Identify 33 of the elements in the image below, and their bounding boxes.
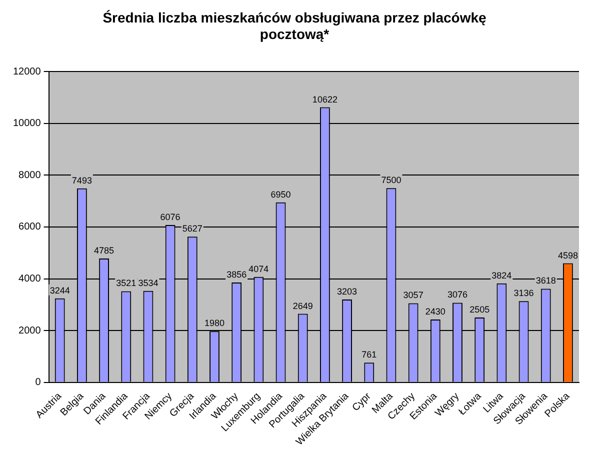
y-tick-label: 8000 — [18, 170, 42, 181]
data-label: 3521 — [116, 278, 136, 288]
data-label: 4785 — [94, 245, 114, 256]
data-label: 3203 — [337, 286, 358, 296]
y-tick-label: 4000 — [18, 274, 42, 285]
y-tick-label: 6000 — [18, 222, 42, 233]
y-tick-label: 10000 — [12, 118, 42, 130]
data-label: 2505 — [470, 304, 490, 314]
data-label: 6076 — [160, 212, 180, 222]
text: Średnia liczba mieszkańców obsługiwana przez placówkę — [102, 9, 486, 26]
data-label: 2649 — [292, 300, 313, 311]
data-label: 3057 — [403, 290, 424, 300]
data-label: 3618 — [536, 276, 556, 286]
data-label: 2430 — [425, 306, 446, 316]
text: pocztową* — [260, 26, 330, 42]
y-tick-label: 2000 — [18, 325, 42, 336]
data-label: 761 — [362, 350, 377, 360]
data-label: 3856 — [226, 270, 247, 280]
data-label: 3244 — [50, 285, 70, 296]
data-label: 3534 — [138, 278, 158, 288]
data-label: 3824 — [492, 270, 512, 280]
data-label: 10622 — [312, 94, 338, 104]
data-label: 4598 — [558, 250, 578, 260]
data-label: 4074 — [248, 264, 269, 274]
y-tick-label: 12000 — [12, 66, 42, 78]
data-label: 5627 — [182, 224, 202, 234]
data-label: 7493 — [72, 175, 92, 186]
data-label: 6950 — [270, 189, 291, 200]
data-label: 7500 — [381, 175, 402, 186]
y-tick-label: 0 — [35, 377, 42, 388]
data-label: 1980 — [204, 318, 225, 328]
data-label: 3076 — [447, 290, 468, 300]
data-label: 3136 — [514, 288, 534, 298]
